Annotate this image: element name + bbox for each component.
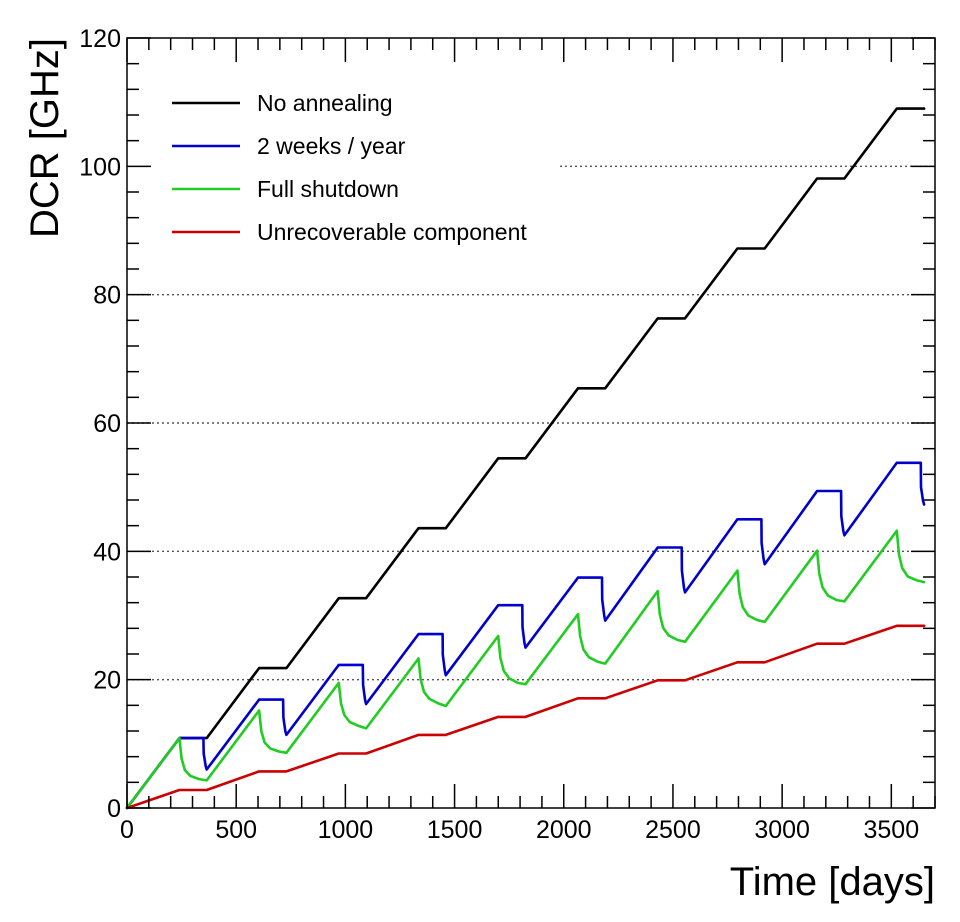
legend-label-3: Unrecoverable component [257, 219, 527, 245]
y-tick-label: 100 [79, 153, 121, 181]
series-line-3 [125, 624, 926, 810]
axis-tick-labels: 0 20 40 60 80 100 120 0 500 1000 1500 2000 2500 3000 3… [79, 25, 919, 844]
x-tick-label: 3000 [754, 816, 810, 844]
y-tick-label: 20 [93, 667, 121, 695]
x-tick-label: 3500 [864, 816, 920, 844]
x-tick-label: 2000 [536, 816, 592, 844]
series-lines [125, 107, 926, 810]
series-line-0 [125, 107, 926, 810]
y-tick-label: 0 [107, 795, 121, 823]
series-line-1 [125, 461, 926, 810]
series-line-2 [125, 529, 926, 810]
legend-label-0: No annealing [257, 90, 393, 116]
x-axis-title: Time [days] [730, 860, 935, 904]
legend-label-1: 2 weeks / year [257, 133, 406, 159]
x-tick-label: 0 [120, 816, 134, 844]
x-tick-label: 1500 [427, 816, 483, 844]
y-tick-label: 40 [93, 538, 121, 566]
x-tick-label: 1000 [318, 816, 374, 844]
legend-label-2: Full shutdown [257, 176, 399, 202]
axis-ticks [126, 37, 936, 809]
x-tick-label: 500 [215, 816, 257, 844]
legend: No annealing 2 weeks / year Full shutdown U… [172, 90, 527, 245]
gridlines [127, 165, 935, 681]
y-axis-title: DCR [GHz] [23, 38, 67, 238]
x-tick-label: 2500 [645, 816, 701, 844]
y-tick-label: 60 [93, 410, 121, 438]
y-tick-label: 80 [93, 282, 121, 310]
y-tick-label: 120 [79, 25, 121, 53]
